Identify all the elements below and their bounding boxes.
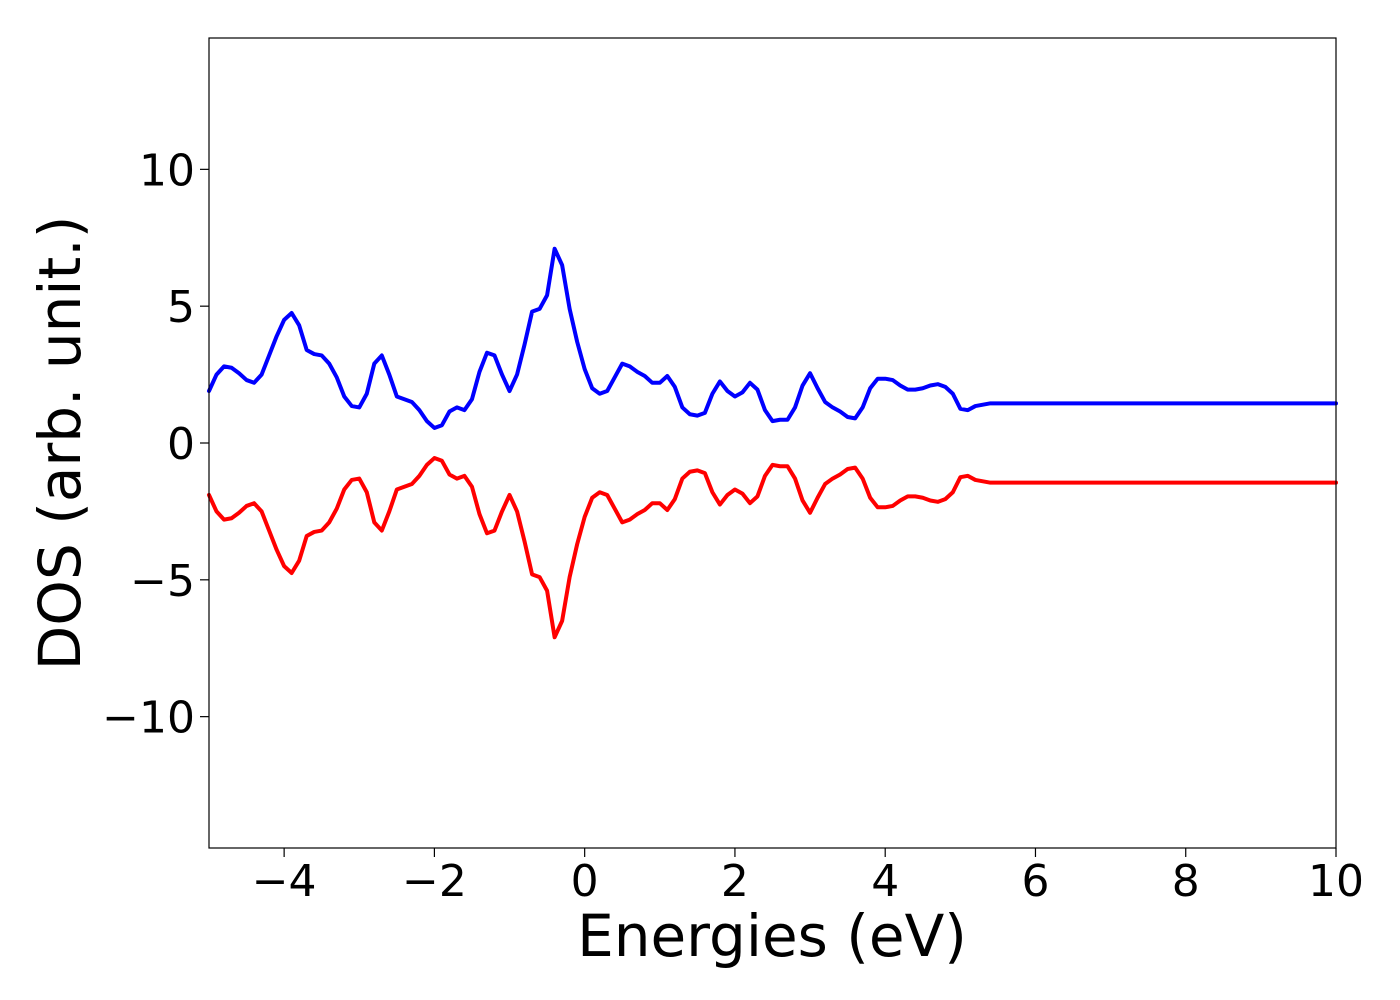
x-tick-label: −2 (402, 856, 467, 907)
y-tick-label: 5 (167, 282, 195, 333)
y-tick-label: 10 (139, 145, 195, 196)
x-tick-label: 10 (1308, 856, 1364, 907)
x-tick-label: 4 (871, 856, 899, 907)
x-axis-label: Energies (eV) (577, 902, 967, 970)
y-tick-label: −10 (102, 693, 195, 744)
series-line-2 (207, 456, 1338, 640)
plot-area (209, 38, 1336, 848)
x-tick-label: 0 (571, 856, 599, 907)
y-tick-label: −5 (130, 556, 195, 607)
x-tick-label: −4 (252, 856, 317, 907)
series-line-1 (207, 246, 1338, 430)
x-tick-label: 8 (1172, 856, 1200, 907)
x-tick-label: 6 (1021, 856, 1049, 907)
y-axis-ticks: −10 −5 0 5 10 (102, 145, 209, 744)
y-tick-label: 0 (167, 419, 195, 470)
x-tick-label: 2 (721, 856, 749, 907)
series-group (207, 246, 1338, 640)
x-axis-ticks: −4 −2 0 2 4 6 8 10 (252, 848, 1364, 907)
y-axis-label: DOS (arb. unit.) (26, 216, 94, 671)
